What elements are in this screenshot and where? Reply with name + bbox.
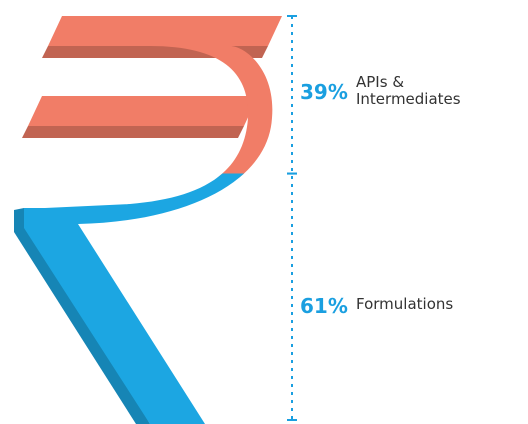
value-label: 39%	[300, 79, 348, 104]
category-label: APIs & Intermediates	[356, 72, 461, 108]
category-label: Formulations	[356, 295, 454, 314]
value-label: 61%	[300, 293, 348, 318]
